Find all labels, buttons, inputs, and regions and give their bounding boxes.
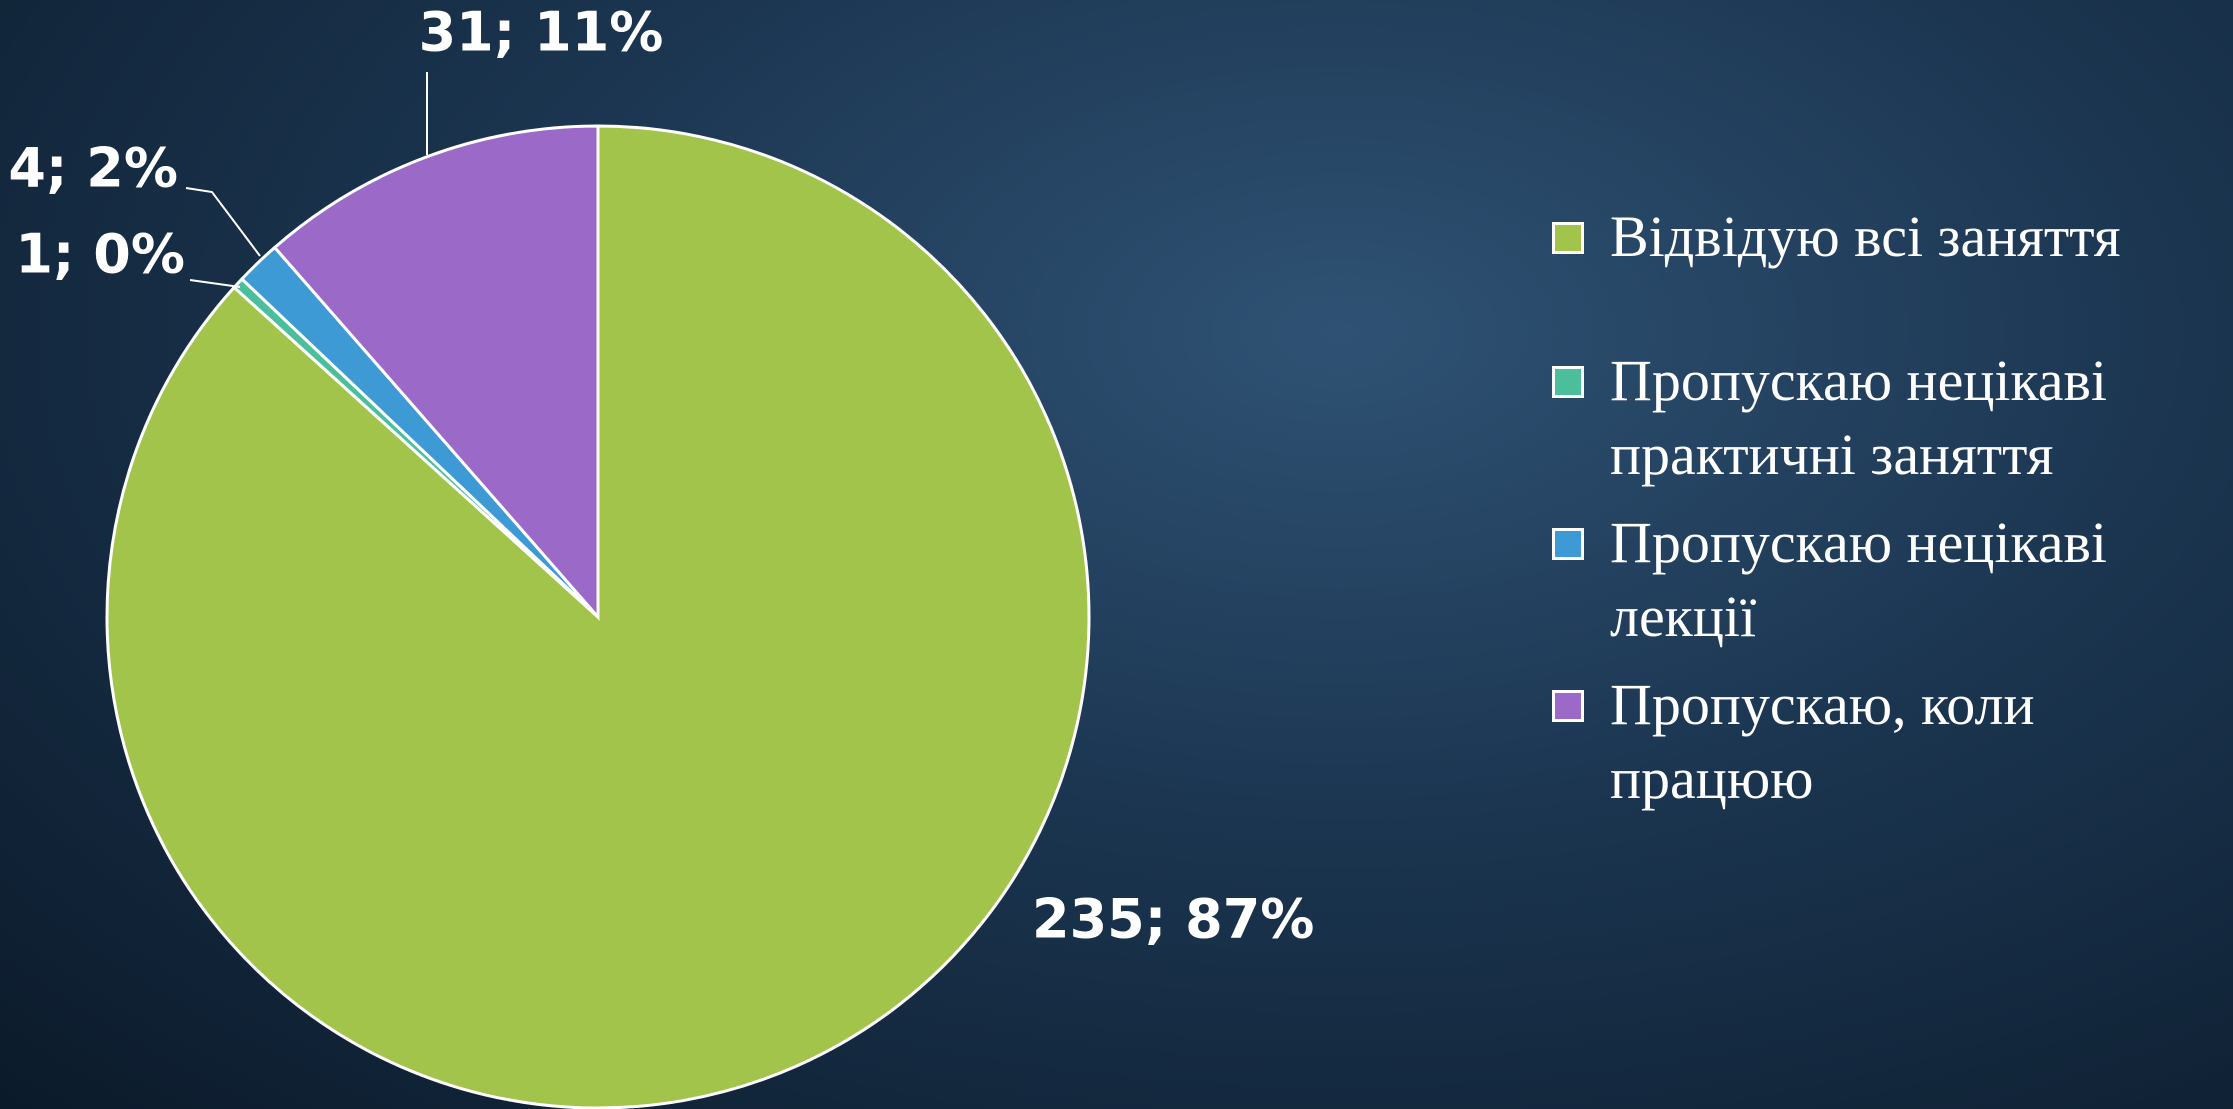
legend-item: Відвідую всі заняття bbox=[1552, 200, 2222, 274]
leader-line bbox=[185, 187, 261, 257]
legend-label: Пропускаю нецікаві лекції bbox=[1610, 510, 2108, 649]
data-label: 235; 87% bbox=[1032, 888, 1314, 951]
legend-swatch bbox=[1552, 222, 1584, 254]
legend-label: Пропускаю, коли працюю bbox=[1610, 672, 2035, 811]
data-label: 4; 2% bbox=[8, 137, 178, 200]
data-label: 1; 0% bbox=[15, 223, 185, 286]
legend-swatch bbox=[1552, 690, 1584, 722]
legend-item: Пропускаю нецікаві лекції bbox=[1552, 506, 2222, 654]
leader-lines bbox=[185, 72, 428, 288]
data-label: 31; 11% bbox=[419, 1, 664, 64]
legend-item: Пропускаю нецікаві практичні заняття bbox=[1552, 344, 2222, 492]
pie-slice bbox=[272, 124, 600, 621]
legend-item: Пропускаю, коли працюю bbox=[1552, 668, 2222, 816]
legend-label: Пропускаю нецікаві практичні заняття bbox=[1610, 348, 2108, 487]
legend-swatch bbox=[1552, 366, 1584, 398]
legend: Відвідую всі заняття Пропускаю нецікаві п… bbox=[1552, 200, 2222, 830]
legend-swatch bbox=[1552, 528, 1584, 560]
legend-label: Відвідую всі заняття bbox=[1610, 204, 2121, 269]
leader-line bbox=[189, 279, 241, 288]
